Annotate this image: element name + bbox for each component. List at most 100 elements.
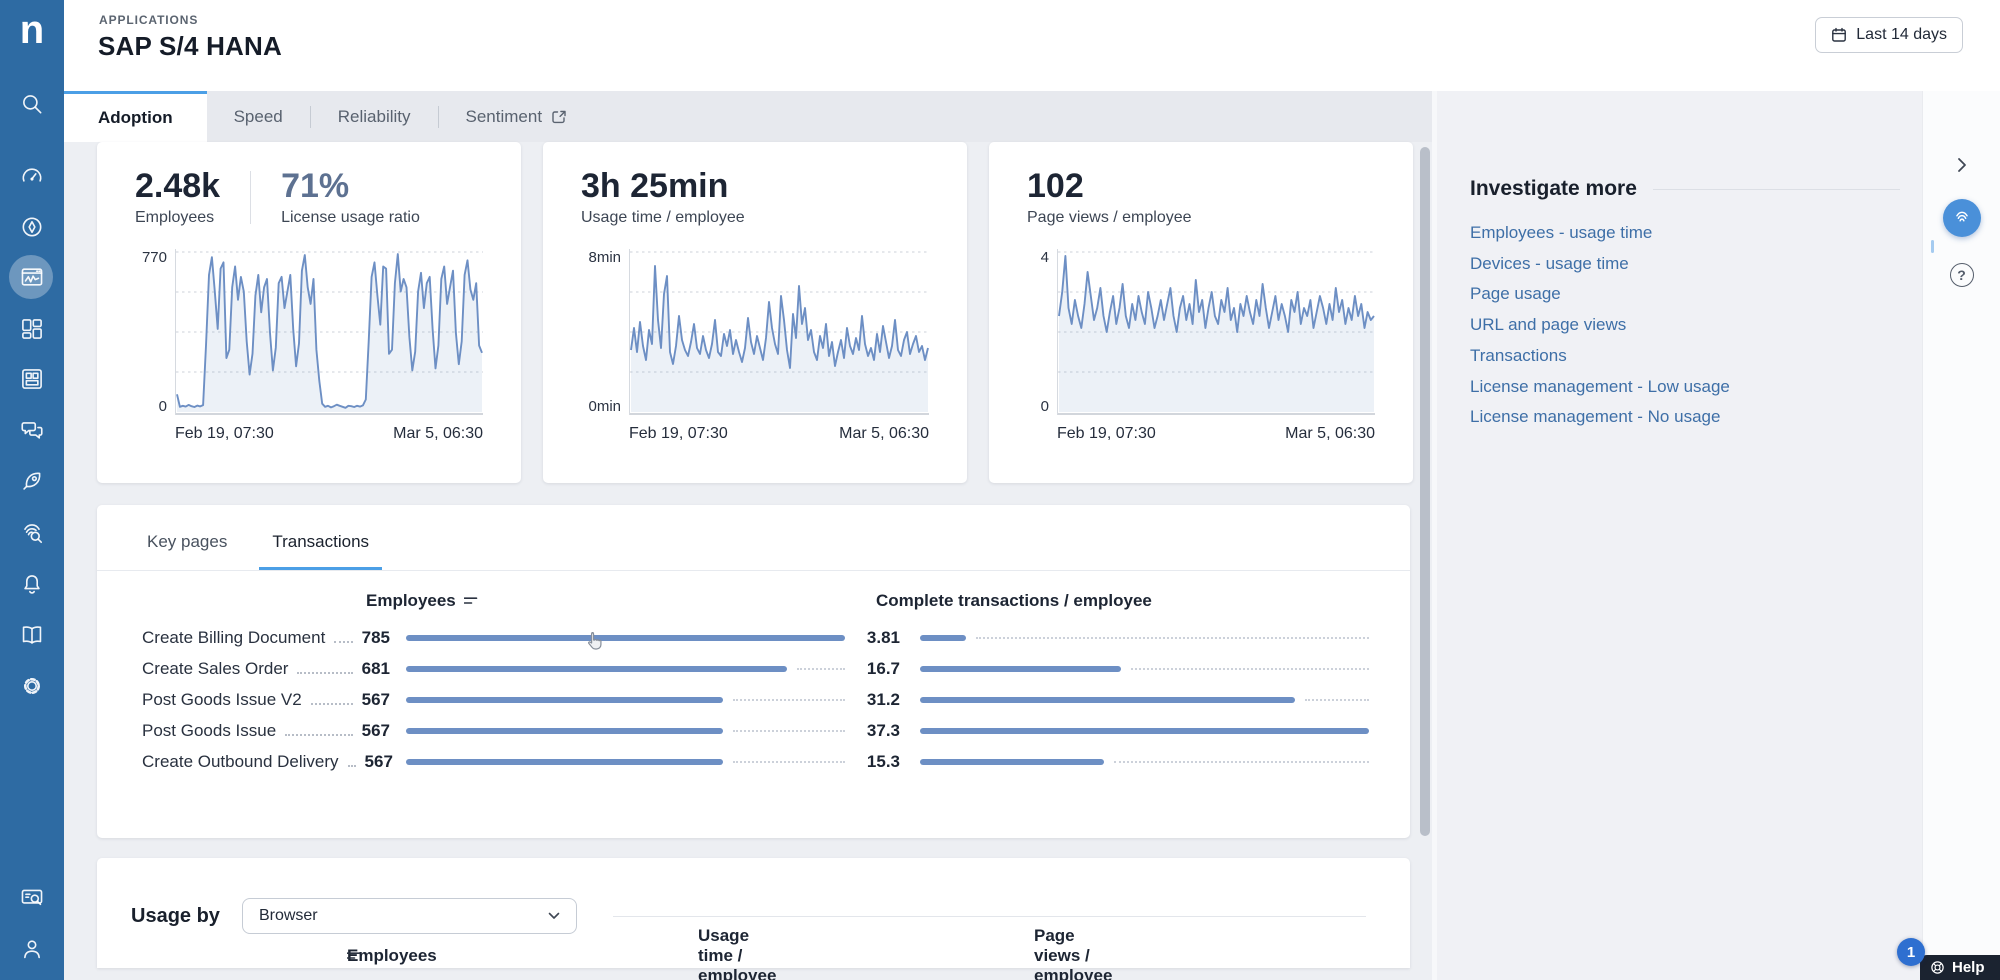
fingerprint-search-icon [24, 524, 43, 544]
breadcrumb: APPLICATIONS [99, 13, 199, 27]
person-icon [24, 940, 40, 959]
employees-label: Employees [135, 208, 215, 226]
license-usage-label: License usage ratio [281, 208, 420, 226]
dropdown-value: Browser [258, 907, 318, 924]
sidebar-item-settings[interactable] [19, 673, 45, 699]
investigate-panel: Investigate more Employees - usage time D… [1437, 91, 1922, 980]
dotted-leader [732, 729, 845, 732]
book-icon [22, 626, 42, 644]
sidebar-item-application-experience[interactable] [19, 264, 45, 290]
investigate-link[interactable]: License management - No usage [1470, 407, 1721, 427]
sidebar-item-dashboards[interactable] [19, 316, 45, 342]
search-icon [23, 95, 42, 114]
employees-column-header[interactable]: Employees [366, 591, 478, 611]
sidebar-item-alerts[interactable] [19, 571, 45, 597]
investigate-link[interactable]: URL and page views [1470, 315, 1627, 335]
per-employee-bar-track [920, 665, 1369, 672]
license-usage-value: 71% [281, 167, 350, 205]
help-button[interactable]: Help [1920, 955, 2000, 980]
employees-bar [406, 758, 723, 765]
help-circle-button[interactable]: ? [1949, 263, 1974, 287]
sidebar-item-search[interactable] [19, 91, 45, 117]
dashboards-icon [22, 319, 42, 339]
investigate-link[interactable]: Transactions [1470, 345, 1567, 365]
help-label: Help [1952, 959, 1985, 976]
collapse-panel-button[interactable] [1955, 155, 1969, 180]
investigate-link[interactable]: Employees - usage time [1470, 223, 1653, 242]
employees-sparkline [175, 248, 483, 415]
tab-sentiment[interactable]: Sentiment [439, 91, 596, 142]
tab-adoption[interactable]: Adoption [64, 91, 207, 142]
transactions-rows: Create Billing Document 785 3.81 Create Sal… [97, 622, 1410, 777]
tab-reliability[interactable]: Reliability [337, 106, 411, 126]
sidebar-item-engage[interactable] [19, 417, 45, 443]
dotted-leader [1305, 698, 1369, 701]
dotted-leader [797, 667, 845, 670]
calendar-icon [1832, 27, 1847, 42]
notification-badge[interactable]: 1 [1897, 938, 1925, 966]
compass-icon [22, 217, 42, 237]
usage-time-label: Usage time / employee [581, 208, 745, 226]
investigate-tool-button[interactable] [1942, 199, 1981, 237]
usage-by-header-row: Employees Usage time / employee Page vie… [347, 926, 1113, 980]
gauge-icon [22, 168, 42, 182]
per-employee-bar [920, 758, 1105, 765]
window-search-icon [21, 889, 43, 906]
table-tabs: Key pages Transactions [97, 505, 1410, 571]
tab-key-pages[interactable]: Key pages [147, 532, 228, 551]
page-views-label: Page views / employee [1027, 208, 1192, 226]
vertical-scrollbar[interactable] [1420, 147, 1430, 836]
per-employee-bar-track [920, 758, 1369, 765]
x-axis-labels: Feb 19, 07:30 Mar 5, 06:30 [629, 424, 929, 442]
application-monitor-icon [21, 268, 43, 286]
page-views-stat: 102 Page views / employee [1027, 168, 1192, 227]
employees-value: 2.48k [135, 167, 221, 205]
row-employees-value: 681 [361, 658, 390, 678]
dotted-leader [1114, 760, 1369, 763]
per-employee-bar [920, 727, 1369, 734]
tab-transactions[interactable]: Transactions [259, 532, 383, 570]
row-label: Create Sales Order [142, 658, 289, 678]
per-employee-bar-track [920, 727, 1369, 734]
row-employees-value: 785 [361, 627, 390, 647]
usage-time-sparkline [629, 248, 929, 415]
transactions-column-header[interactable]: Complete transactions / employee [876, 591, 1152, 610]
investigate-link[interactable]: Page usage [1470, 284, 1561, 304]
bell-icon [24, 575, 40, 594]
chevron-right-icon [1957, 158, 1966, 172]
sidebar-item-profile[interactable] [19, 936, 45, 962]
usage-by-dropdown[interactable]: Browser [241, 898, 577, 934]
employees-bar [406, 665, 788, 672]
dotted-leader [1131, 667, 1369, 670]
table-header-row: Employees Complete transactions / employ… [97, 579, 1410, 622]
sort-descending-icon [347, 951, 361, 961]
sidebar-item-remote-action[interactable] [19, 885, 45, 911]
investigate-links: Employees - usage time Devices - usage ti… [1470, 218, 1900, 433]
investigate-link[interactable]: Devices - usage time [1470, 253, 1629, 273]
sidebar-item-library[interactable] [19, 366, 45, 392]
y-axis-labels: 4 0 [1040, 248, 1049, 415]
fingerprint-icon [1955, 211, 1968, 222]
sidebar-item-explore[interactable] [19, 214, 45, 240]
page-views-value: 102 [1027, 167, 1084, 205]
tab-separator [437, 105, 439, 128]
row-label: Post Goods Issue V2 [142, 689, 302, 709]
usage-time-card: 3h 25min Usage time / employee 8min 0min… [543, 142, 967, 483]
y-axis-labels: 8min 0min [588, 248, 621, 415]
per-employee-bar-track [920, 634, 1369, 641]
tab-speed[interactable]: Speed [233, 106, 283, 126]
table-row: Create Billing Document 785 3.81 [97, 622, 1410, 653]
sidebar-item-overview[interactable] [19, 163, 45, 189]
sidebar-item-documentation[interactable] [19, 622, 45, 648]
sidebar-item-launch[interactable] [19, 468, 45, 494]
chevron-down-icon [548, 912, 560, 919]
date-range-button[interactable]: Last 14 days [1815, 17, 1963, 53]
per-employee-bar [920, 665, 1122, 672]
investigate-link[interactable]: License management - Low usage [1470, 376, 1730, 396]
row-per-employee-value: 3.81 [866, 627, 900, 647]
license-usage-stat: 71% License usage ratio [281, 168, 420, 227]
sidebar-item-investigate[interactable] [19, 520, 45, 546]
row-per-employee-value: 37.3 [866, 720, 900, 740]
heading-rule [1652, 188, 1900, 190]
